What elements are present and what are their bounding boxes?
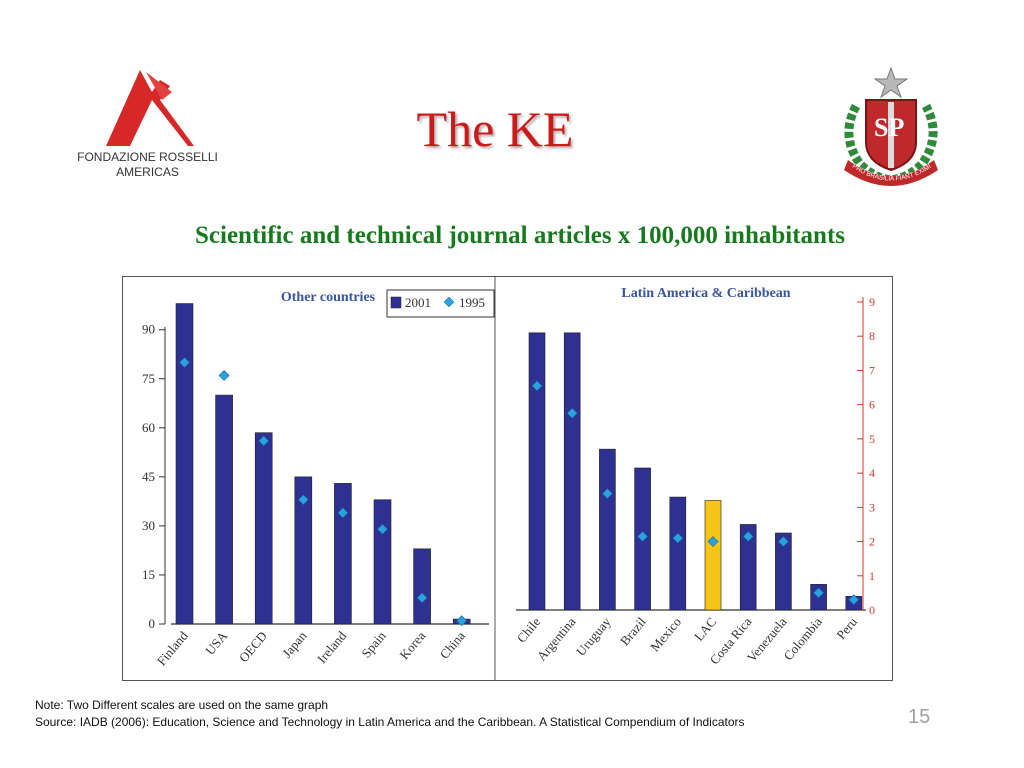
- logo-line2: AMERICAS: [116, 165, 179, 179]
- legend-swatch-1995: [443, 296, 455, 308]
- latam-x-tick-label: Argentina: [534, 614, 579, 663]
- other-marker: [218, 370, 230, 381]
- latam-bar: [599, 448, 616, 611]
- other-chart-title: Other countries: [281, 290, 376, 305]
- other-bar: [334, 483, 352, 625]
- latam-y-tick-label: 1: [869, 569, 875, 583]
- latam-x-tick-label: Uruguay: [573, 614, 614, 659]
- other-y-tick-label: 90: [142, 322, 155, 337]
- latam-y-tick-label: 0: [869, 603, 875, 617]
- latam-marker: [848, 594, 860, 606]
- latam-marker: [531, 380, 543, 392]
- page-number: 15: [908, 706, 931, 728]
- other-bar: [413, 548, 431, 625]
- latam-y-tick-label: 4: [869, 466, 875, 480]
- legend-label-1995: 1995: [459, 295, 485, 310]
- other-x-tick-label: Finland: [154, 628, 191, 668]
- latam-x-tick-label: Chile: [514, 614, 544, 645]
- latam-x-tick-label: Brazil: [617, 614, 649, 648]
- other-y-tick-label: 15: [142, 567, 155, 582]
- latam-y-tick-label: 5: [869, 432, 875, 446]
- latam-x-tick-label: Peru: [833, 614, 860, 642]
- footnote: Note: Two Different scales are used on t…: [35, 698, 329, 712]
- latam-marker: [777, 536, 789, 547]
- other-y-tick-label: 60: [142, 420, 155, 435]
- latam-x-tick-label: Mexico: [647, 614, 684, 654]
- other-x-tick-label: Korea: [396, 628, 428, 662]
- latam-y-tick-label: 9: [869, 295, 875, 309]
- slide-title: The KE: [416, 101, 574, 157]
- source-note: Source: IADB (2006): Education, Science …: [35, 715, 745, 729]
- legend-box: [386, 289, 495, 318]
- other-marker: [377, 523, 388, 535]
- latam-bar: [563, 332, 581, 611]
- latam-y-tick-label: 3: [869, 500, 875, 514]
- latam-y-tick-label: 7: [869, 363, 875, 377]
- other-marker: [258, 435, 270, 447]
- other-x-tick-label: OECD: [236, 628, 270, 665]
- latam-marker: [601, 488, 613, 500]
- sao-paulo-coat-of-arms: SP PRO BRASILIA FIANT EXIMIA: [832, 61, 949, 188]
- other-marker: [416, 592, 428, 604]
- latam-marker: [637, 530, 649, 542]
- latam-bar: [669, 496, 687, 611]
- legend-label-2001: 2001: [405, 295, 431, 310]
- sao-paulo-coat-of-arms-icon: SP PRO BRASILIA FIANT EXIMIA: [832, 61, 938, 186]
- fondazione-rosselli-logo: FONDAZIONE ROSSELLI AMERICAS: [60, 62, 235, 192]
- latam-y-tick-label: 6: [869, 398, 875, 412]
- fondazione-rosselli-logo-icon: [106, 70, 194, 146]
- other-x-tick-label: China: [437, 628, 469, 662]
- other-y-tick-label: 45: [142, 469, 155, 484]
- coat-of-arms-text: SP: [874, 113, 904, 142]
- other-marker: [337, 507, 349, 519]
- logo-line1: FONDAZIONE ROSSELLI: [77, 150, 218, 164]
- legend-swatch-2001: [390, 296, 402, 309]
- latam-chart-title: Latin America & Caribbean: [621, 286, 790, 301]
- logo-text: FONDAZIONE ROSSELLI AMERICAS: [60, 150, 235, 180]
- latam-bar: [704, 500, 722, 611]
- latam-bar: [528, 332, 546, 611]
- latam-bar: [775, 532, 792, 611]
- other-x-tick-label: Ireland: [314, 628, 349, 666]
- other-x-tick-label: Japan: [279, 628, 310, 661]
- latam-x-tick-label: LAC: [691, 614, 719, 644]
- other-marker: [297, 494, 309, 506]
- latam-marker: [813, 587, 825, 599]
- other-bar: [215, 394, 233, 625]
- other-bar: [254, 432, 273, 625]
- chart-frame: Other countries 0 15 30 45 60 75 90 Finland USA OE…: [122, 276, 893, 681]
- latam-x-tick-label: Colombia: [780, 614, 825, 663]
- other-bar: [294, 476, 313, 625]
- other-y-tick-label: 75: [142, 371, 155, 386]
- other-x-tick-label: USA: [202, 628, 231, 658]
- other-x-tick-label: Spain: [358, 628, 389, 661]
- latam-y-tick-label: 8: [869, 329, 875, 343]
- latam-marker: [707, 536, 719, 547]
- latam-y-tick-label: 2: [869, 535, 875, 549]
- other-bar: [373, 499, 392, 625]
- latam-marker: [742, 530, 754, 542]
- other-marker: [179, 356, 190, 368]
- other-y-tick-label: 30: [142, 518, 155, 533]
- other-y-tick-label: 0: [149, 616, 156, 631]
- chart-subtitle: Scientific and technical journal article…: [195, 222, 845, 249]
- other-bar: [175, 303, 194, 625]
- latam-bar: [739, 524, 757, 611]
- latam-marker: [672, 532, 684, 544]
- other-marker: [456, 615, 468, 627]
- latam-marker: [566, 407, 578, 419]
